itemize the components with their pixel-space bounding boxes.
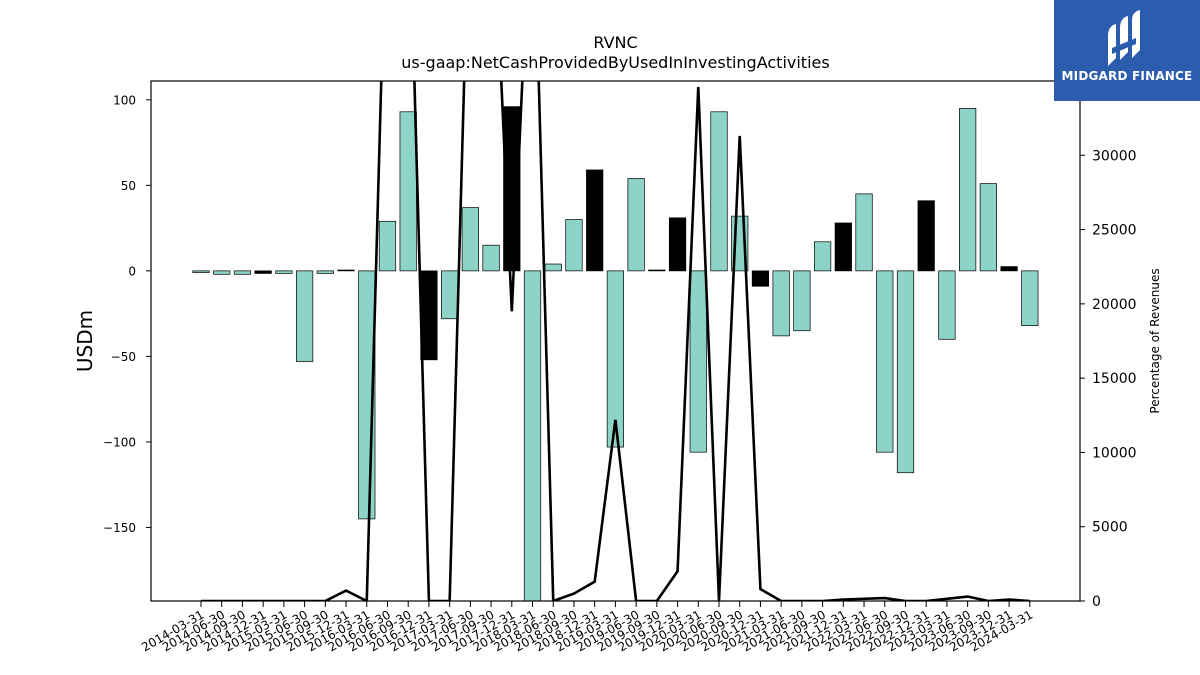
- bar: [793, 270, 811, 332]
- percentage-line: [201, 81, 1030, 601]
- bar: [461, 207, 479, 272]
- bar: [606, 270, 625, 448]
- bar: [668, 217, 687, 272]
- bar: [648, 269, 666, 272]
- bar: [710, 111, 728, 272]
- bar: [855, 193, 873, 272]
- bar: [213, 270, 231, 275]
- bar-series: [192, 106, 1039, 601]
- bar: [586, 169, 604, 272]
- bar: [917, 200, 935, 272]
- bar: [1000, 266, 1018, 272]
- midgard-logo-icon: [1108, 10, 1140, 66]
- y2-tick-label: 25000: [1092, 223, 1137, 239]
- y2-axis-label: Percentage of Revenues: [1148, 268, 1162, 413]
- bar: [751, 270, 770, 287]
- bar: [337, 269, 355, 272]
- y-tick-label: −50: [111, 350, 136, 364]
- y2-tick-label: 15000: [1092, 371, 1137, 387]
- brand-logo: MIDGARD FINANCE: [1054, 0, 1200, 101]
- y-axis-label: USDm: [73, 310, 97, 372]
- bar: [275, 270, 293, 274]
- left-axis: 100 50 0 −50 −100 −150: [103, 93, 151, 535]
- y2-tick-label: 30000: [1092, 148, 1137, 164]
- bar: [399, 111, 417, 272]
- bar: [689, 270, 707, 453]
- bar: [192, 270, 210, 273]
- bar: [482, 244, 500, 272]
- y-tick-label: 100: [113, 93, 136, 107]
- bar: [441, 270, 459, 320]
- bar: [896, 270, 915, 474]
- bar: [254, 270, 272, 274]
- bar: [627, 178, 645, 272]
- y2-tick-label: 0: [1092, 594, 1101, 610]
- y2-tick-label: 5000: [1092, 520, 1128, 536]
- bar: [772, 270, 790, 337]
- y-tick-label: −150: [103, 521, 136, 535]
- bar: [813, 241, 832, 272]
- bar: [523, 270, 542, 601]
- bar: [420, 270, 438, 361]
- y2-tick-label: 10000: [1092, 445, 1137, 461]
- bar: [876, 270, 894, 453]
- bar: [979, 183, 997, 272]
- bar: [316, 270, 334, 274]
- bar: [959, 108, 977, 272]
- bar: [1021, 270, 1039, 326]
- y-tick-label: 0: [128, 264, 136, 278]
- y-tick-label: 50: [121, 179, 136, 193]
- bar: [233, 270, 252, 275]
- right-axis: 35000300002500020000150001000050000: [1080, 74, 1137, 610]
- bar: [296, 270, 314, 362]
- bar: [565, 219, 583, 272]
- bar: [834, 222, 852, 272]
- bar: [938, 270, 956, 340]
- bar: [544, 263, 562, 272]
- x-axis: 2014-03-312014-06-302014-09-302014-12-31…: [139, 601, 1035, 654]
- brand-name: MIDGARD FINANCE: [1061, 69, 1193, 83]
- bar: [378, 220, 397, 272]
- chart-title: RVNC: [593, 33, 637, 52]
- y-tick-label: −100: [103, 435, 136, 449]
- y2-tick-label: 20000: [1092, 297, 1137, 313]
- line-series: [201, 81, 1030, 601]
- chart-subtitle: us-gaap:NetCashProvidedByUsedInInvesting…: [401, 53, 829, 72]
